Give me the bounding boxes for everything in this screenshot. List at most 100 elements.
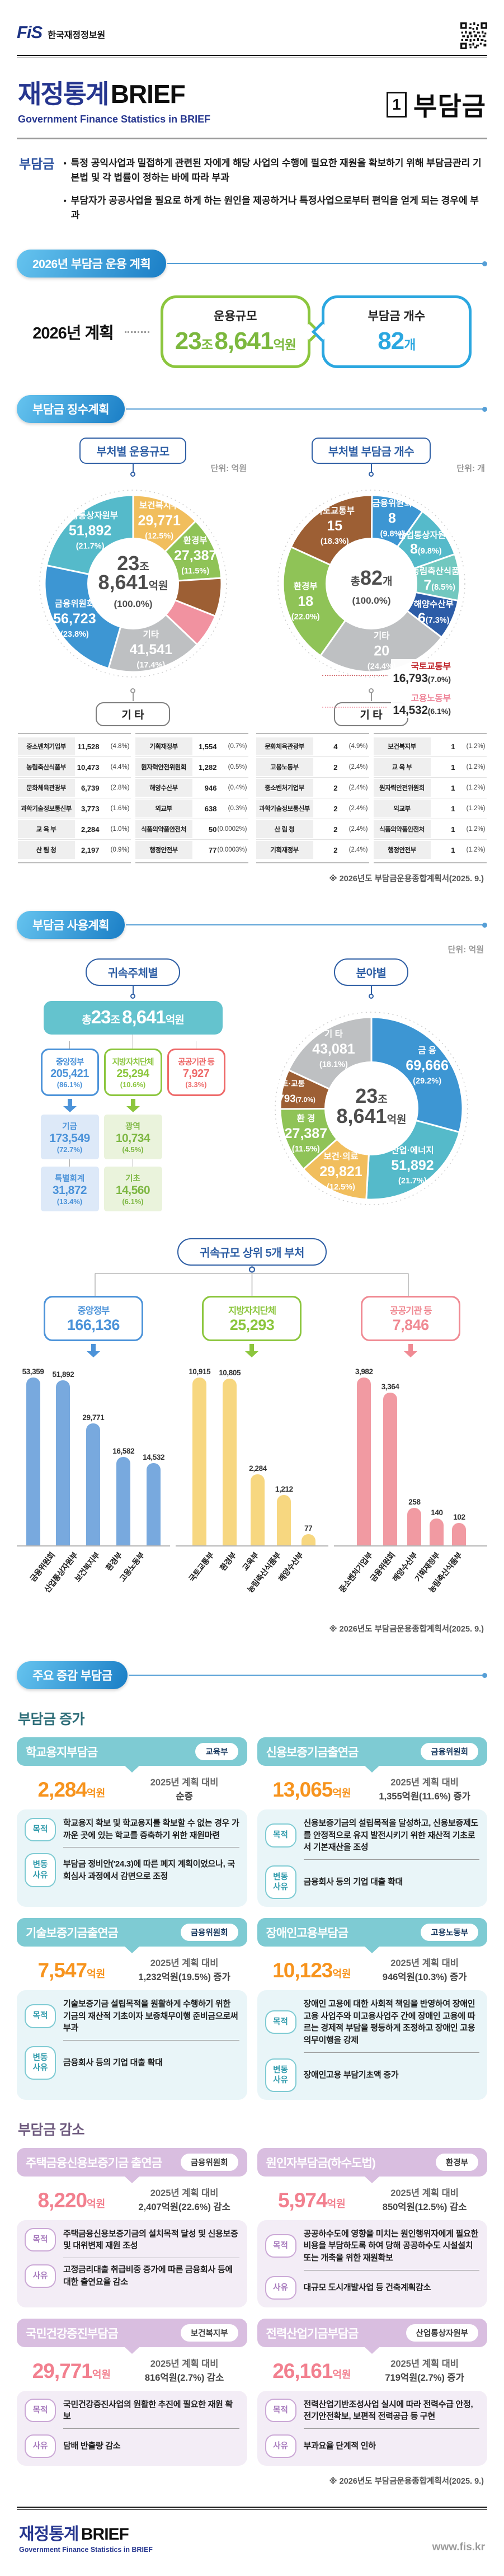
issue-number: 1 [387, 92, 407, 117]
group-total: 166,136 [67, 1317, 120, 1334]
bar-value: 10,915 [189, 1367, 211, 1376]
etc-row: 식품의약품안전처 1 (1.2%) [373, 819, 487, 840]
etc-value: 2 [333, 845, 338, 854]
slice-label: 기타 [374, 631, 390, 641]
callout-ministry: 국토교통부 [411, 662, 451, 672]
delta-change: 946억원(10.3%) 증가 [382, 1972, 467, 1983]
total-amount-bar: 총23조 8,641억원 [43, 1001, 223, 1035]
etc-row: 농림축산식품부 10,473 (4.4%) [17, 757, 131, 778]
purpose-row: 목적 공공하수도에 영향을 미치는 원인행위자에게 필요한 비용을 부담하도록 하… [265, 2228, 480, 2264]
card-body: 목적 학교용지 확보 및 학교용지를 확보할 수 없는 경우 가까운 곳에 있는 … [17, 1809, 247, 1907]
bar-value: 258 [408, 1498, 421, 1507]
etc-row: 문화체육관광부 4 (4.9%) [256, 736, 369, 758]
bar-item: 53,359 [22, 1367, 44, 1546]
card-body: 목적 공공하수도에 영향을 미치는 원인행위자에게 필요한 비용을 부담하도록 하… [257, 2220, 487, 2307]
card-header: 신용보증기금출연금 금융위원회 [257, 1737, 487, 1766]
entity-value: 7,927 [182, 1068, 210, 1080]
bar-category: 환경부 [218, 1550, 238, 1573]
slice-label: (11.5%) [291, 1145, 319, 1154]
sub-entity-value: 10,734 [115, 1132, 150, 1145]
connector-line [370, 464, 372, 472]
slice-label: 농림축산식품부 [411, 566, 467, 577]
connector-line [132, 1159, 134, 1167]
etc-percent: (4.4%) [110, 764, 130, 771]
reason-label: 변동 사유 [265, 2058, 296, 2093]
sub-entity-value: 173,549 [49, 1132, 90, 1145]
slice-label: 산업통상자원부 [62, 511, 118, 521]
bar [26, 1378, 40, 1546]
bar [383, 1393, 398, 1546]
etc-value: 11,528 [77, 742, 100, 751]
ministry-badge: 금융위원회 [421, 1743, 478, 1761]
connector-dot [130, 994, 135, 999]
reason-label: 변동 사유 [25, 2046, 56, 2080]
levy-card: 학교용지부담금 교육부 2,284억원 2025년 계획 대비 순증 목적 학교용지 확보 … [17, 1737, 247, 1907]
bar-value: 102 [453, 1513, 465, 1522]
etc-table-count: 문화체육관광부 4 (4.9%) 고용노동부 2 (2.4%) 중소벤처기업부 2 (2.4%)… [256, 733, 487, 864]
card-value-row: 10,123억원 2025년 계획 대비 946억원(10.3%) 증가 [257, 1947, 488, 1990]
bar-item: 1,212 [275, 1485, 293, 1546]
reason-row: 사유 부과요율 단계적 인하 [265, 2434, 480, 2459]
etc-row: 행정안전부 77 (0.0003%) [135, 840, 248, 860]
etc-ministry: 산 림 청 [256, 820, 313, 839]
reason-text: 부과요율 단계적 인하 [303, 2441, 376, 2451]
connector-line [132, 693, 134, 702]
delta-base: 2025년 계획 대비 [150, 1958, 219, 1969]
etc-value: 2 [333, 783, 338, 792]
entity-name: 지방자치단체 [112, 1058, 154, 1068]
etc-percent: (0.4%) [228, 784, 247, 792]
section-head-usage: 부담금 사용계획 [17, 911, 487, 939]
etc-row: 문화체육관광부 6,739 (2.8%) [17, 778, 131, 799]
etc-value: 1 [451, 763, 455, 772]
reason-label: 변동 사유 [265, 1865, 296, 1900]
etc-ministry: 행정안전부 [135, 841, 192, 859]
bar [357, 1378, 371, 1546]
purpose-label: 목적 [25, 2399, 56, 2423]
card-header: 학교용지부담금 교육부 [17, 1737, 247, 1766]
purpose-row: 목적 학교용지 확보 및 학교용지를 확보할 수 없는 경우 가까운 곳에 있는 … [25, 1817, 239, 1842]
bar-value: 1,212 [275, 1485, 293, 1494]
bar-chart: 53,359 51,892 29,771 16,582 14,532 [17, 1361, 170, 1547]
connector-dot [369, 472, 374, 477]
etc-row: 보건복지부 1 (1.2%) [373, 736, 487, 758]
definition-bullet: • 특정 공익사업과 밀접하게 관련된 자에게 해당 사업의 수행에 필요한 재원… [63, 156, 485, 186]
delta-vs-2025: 2025년 계획 대비 1,232억원(19.5%) 증가 [124, 1957, 245, 1985]
slice-label: 7(8.5%) [423, 578, 455, 594]
decrease-heading: 부담금 감소 [18, 2122, 84, 2138]
etc-ministry: 문화체육관광부 [256, 737, 313, 756]
slice-label: 69,666 [406, 1058, 448, 1074]
connector-dot [130, 688, 135, 694]
section-line [126, 922, 487, 928]
bar-category: 보건복지부 [73, 1550, 102, 1584]
etc-table-amount: 중소벤처기업부 11,528 (4.8%) 농림축산식품부 10,473 (4.4%) 문화… [17, 733, 248, 864]
title-rule [17, 138, 487, 139]
etc-percent: (1.2%) [466, 743, 486, 750]
purpose-row: 목적 장애인 고용에 대한 사회적 책임을 반영하여 장애인 고용 사업주와 미고… [265, 1998, 480, 2047]
reason-label: 사유 [25, 2434, 56, 2459]
entity-percent: (3.3%) [185, 1080, 207, 1089]
etc-row: 기획재정부 2 (2.4%) [256, 840, 369, 860]
card-body: 목적 주택금융신용보증기금의 설치목적 달성 및 신용보증 및 대위변제 재원 조… [17, 2220, 247, 2307]
definition-block: 부담금 • 특정 공익사업과 밀접하게 관련된 자에게 해당 사업의 수행에 필요… [19, 156, 485, 223]
bar [56, 1380, 70, 1546]
delta-vs-2025: 2025년 계획 대비 946억원(10.3%) 증가 [364, 1957, 485, 1985]
chart-title: 부처별 부담금 개수 [311, 438, 431, 464]
section-head-changes: 주요 증감 부담금 [17, 1661, 487, 1690]
sub-entity-name: 특별회계 [54, 1174, 85, 1184]
entity-percent: (10.6%) [120, 1080, 146, 1089]
purpose-row: 목적 기술보증기금 설립목적을 원활하게 수행하기 위한 기금의 재산적 기초이자… [25, 1998, 239, 2034]
etc-percent: (1.2%) [466, 847, 486, 854]
sub-entity-box: 광역 10,734 (4.5%) [103, 1115, 162, 1160]
etc-percent: (1.2%) [466, 784, 486, 792]
usage-by-field: 분야별 금 융 69,666 (29.2%) 산업·에너지 51,892 (21.7%) 보… [255, 958, 487, 1218]
slice-label: (11.5%) [181, 567, 209, 576]
bar-categories: 금융위원회 산업통상자원부 보건복지부 환경부 고용노동부 [17, 1546, 170, 1614]
brief-title-en: BRIEF [110, 79, 186, 109]
etc-value: 4 [333, 742, 338, 751]
card-header: 원인자부담금(하수도법) 환경부 [257, 2148, 487, 2177]
entity-box: 중앙정부 205,421 (86.1%) [40, 1049, 99, 1097]
purpose-label: 목적 [265, 2010, 296, 2034]
bar [251, 1474, 265, 1546]
card-title: 부담금 개수 [368, 310, 426, 323]
etc-table: 보건복지부 1 (1.2%) 교 육 부 1 (1.2%) 원자력안전위원회 1 (1.2%) 외… [373, 733, 487, 864]
